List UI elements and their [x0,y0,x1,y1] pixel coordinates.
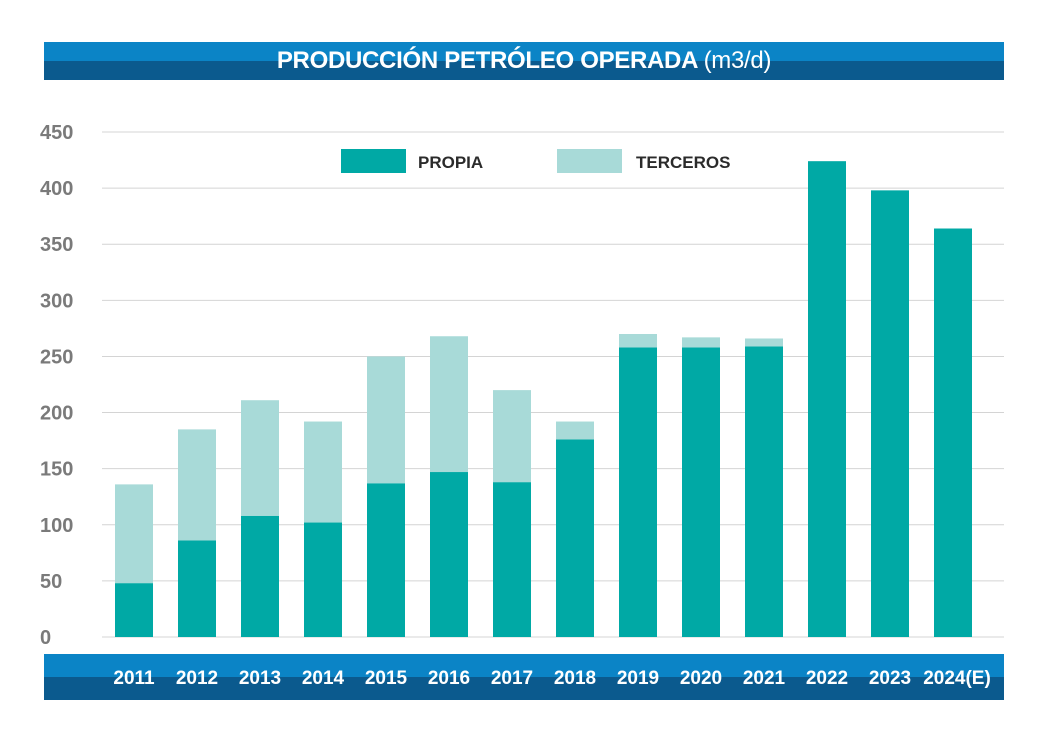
bar-terceros-2018 [556,421,594,440]
bar-propia-2013 [241,515,279,637]
bar-propia-2024(E) [934,228,972,637]
y-tick-label: 250 [40,346,73,368]
x-tick-label: 2012 [176,668,218,689]
legend-swatch-propia [341,149,406,173]
x-tick-label: 2011 [113,668,155,689]
y-tick-label: 400 [40,178,73,200]
chart-title-main: PRODUCCIÓN PETRÓLEO OPERADA [276,47,698,74]
y-tick-label: 350 [40,234,73,256]
bar-propia-2020 [682,347,720,637]
x-tick-label: 2020 [680,668,722,689]
y-tick-label: 100 [40,515,73,537]
chart-title-unit: (m3/d) [703,47,772,74]
bar-terceros-2011 [115,484,153,584]
x-tick-label: 2021 [743,668,786,689]
bar-propia-2023 [871,190,909,637]
bar-propia-2012 [178,540,216,637]
bar-propia-2018 [556,439,594,637]
x-tick-label: 2015 [365,668,408,689]
bar-terceros-2014 [304,421,342,523]
y-tick-label: 0 [40,627,51,649]
legend-swatch-terceros [557,149,622,173]
title-banner: PRODUCCIÓN PETRÓLEO OPERADA (m3/d) [44,42,1004,80]
bar-terceros-2019 [619,334,657,348]
x-tick-label: 2013 [239,668,281,689]
x-tick-label: 2018 [554,668,596,689]
x-tick-label: 2023 [869,668,911,689]
y-tick-label: 450 [40,122,73,144]
chart-title: PRODUCCIÓN PETRÓLEO OPERADA (m3/d) [44,42,1004,80]
bar-terceros-2015 [367,356,405,484]
x-tick-label: 2022 [806,668,848,689]
x-tick-label: 2014 [302,668,345,689]
legend-label-propia: PROPIA [418,153,483,172]
legend-label-terceros: TERCEROS [636,153,730,172]
y-tick-label: 150 [40,459,73,481]
bar-propia-2021 [745,346,783,637]
bar-propia-2017 [493,482,531,637]
y-tick-label: 200 [40,403,73,425]
bar-propia-2019 [619,347,657,637]
bar-propia-2014 [304,522,342,637]
bar-terceros-2012 [178,429,216,541]
bar-propia-2011 [115,583,153,637]
x-tick-label: 2019 [617,668,659,689]
bar-propia-2022 [808,161,846,637]
y-tick-label: 300 [40,290,73,312]
bar-propia-2015 [367,483,405,637]
bar-terceros-2016 [430,336,468,473]
x-axis-banner [44,654,1004,700]
bar-terceros-2020 [682,337,720,348]
bar-propia-2016 [430,472,468,637]
bar-terceros-2017 [493,390,531,483]
y-tick-label: 50 [40,571,62,593]
bar-terceros-2021 [745,338,783,347]
x-tick-label: 2016 [428,668,470,689]
x-tick-label: 2024(E) [923,668,991,689]
x-tick-label: 2017 [491,668,533,689]
bar-terceros-2013 [241,400,279,516]
